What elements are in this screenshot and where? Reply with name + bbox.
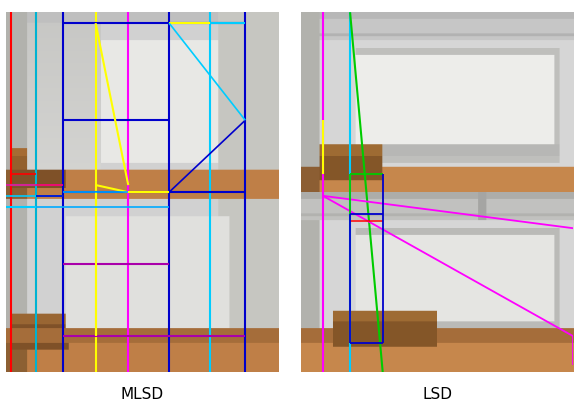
Text: LSD: LSD [422,387,452,402]
Text: MLSD: MLSD [120,387,163,402]
